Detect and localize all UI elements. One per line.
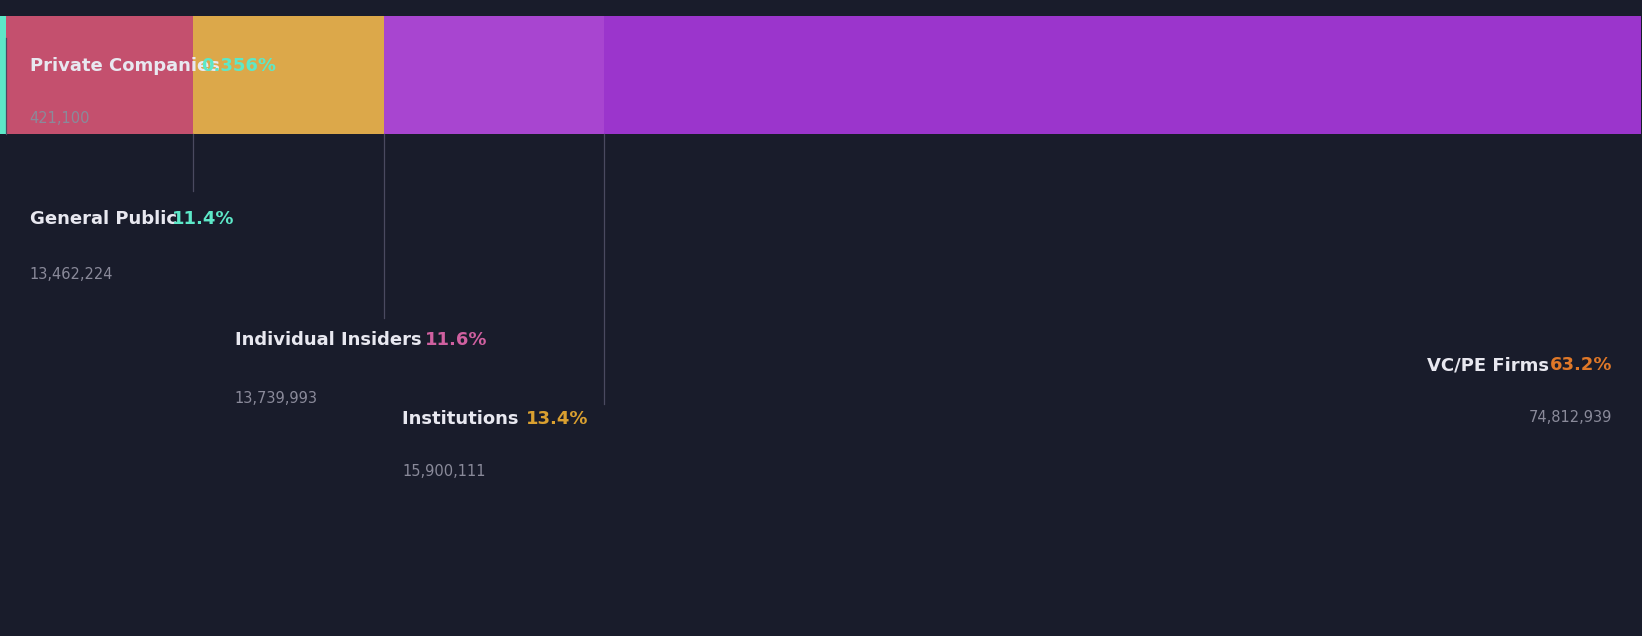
Bar	[604, 16, 1642, 134]
Text: 13,739,993: 13,739,993	[235, 391, 319, 406]
Text: VC/PE Firms: VC/PE Firms	[1427, 356, 1555, 374]
Bar	[0, 16, 7, 134]
Bar	[384, 16, 604, 134]
Text: 0.356%: 0.356%	[200, 57, 276, 75]
Text: 74,812,939: 74,812,939	[1529, 410, 1612, 425]
Text: 11.4%: 11.4%	[172, 210, 235, 228]
Text: 63.2%: 63.2%	[1550, 356, 1612, 374]
Text: General Public: General Public	[30, 210, 182, 228]
Text: 421,100: 421,100	[30, 111, 90, 127]
Text: 15,900,111: 15,900,111	[402, 464, 486, 480]
Text: Institutions: Institutions	[402, 410, 525, 428]
Bar	[7, 16, 194, 134]
Text: 11.6%: 11.6%	[425, 331, 488, 349]
Text: 13.4%: 13.4%	[525, 410, 588, 428]
Text: Private Companies: Private Companies	[30, 57, 225, 75]
Text: Individual Insiders: Individual Insiders	[235, 331, 427, 349]
Text: 13,462,224: 13,462,224	[30, 267, 113, 282]
Bar	[194, 16, 384, 134]
